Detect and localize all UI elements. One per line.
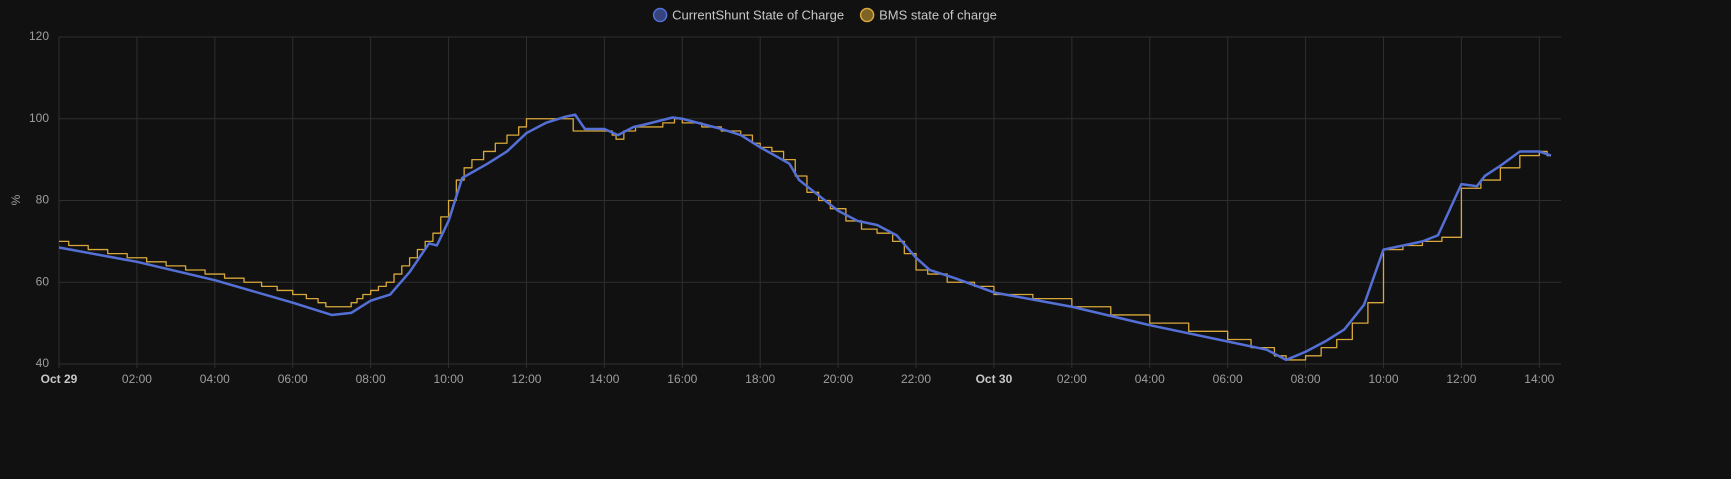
x-tick-label: 04:00 [1135,372,1165,386]
x-tick-label: 12:00 [511,372,541,386]
x-tick-label: 18:00 [745,372,775,386]
x-tick-label: 16:00 [667,372,697,386]
y-axis-label: % [9,194,23,205]
x-tick-label: 10:00 [1368,372,1398,386]
y-tick-label: 100 [29,111,49,125]
x-tick-label: 02:00 [1057,372,1087,386]
x-tick-label: 14:00 [589,372,619,386]
y-tick-label: 80 [36,193,50,207]
x-tick-label: 14:00 [1524,372,1554,386]
legend-label: CurrentShunt State of Charge [672,7,844,22]
x-tick-label: Oct 29 [41,372,78,386]
x-tick-label: 22:00 [901,372,931,386]
series-line [59,118,1551,361]
legend: CurrentShunt State of Charge BMS state of… [652,7,997,23]
legend-marker [652,7,668,23]
x-tick-label: 08:00 [1291,372,1321,386]
x-tick-label: 06:00 [278,372,308,386]
series-line [58,113,1552,362]
x-tick-label: 08:00 [356,372,386,386]
x-tick-label: 02:00 [122,372,152,386]
x-tick-label: Oct 30 [976,372,1013,386]
x-tick-label: 04:00 [200,372,230,386]
y-tick-label: 40 [36,356,50,370]
legend-label: BMS state of charge [879,7,997,22]
x-tick-label: 06:00 [1213,372,1243,386]
legend-marker [859,7,875,23]
x-tick-label: 12:00 [1446,372,1476,386]
x-tick-label: 20:00 [823,372,853,386]
y-tick-label: 120 [29,29,49,43]
x-tick-label: 10:00 [434,372,464,386]
y-tick-label: 60 [36,274,50,288]
